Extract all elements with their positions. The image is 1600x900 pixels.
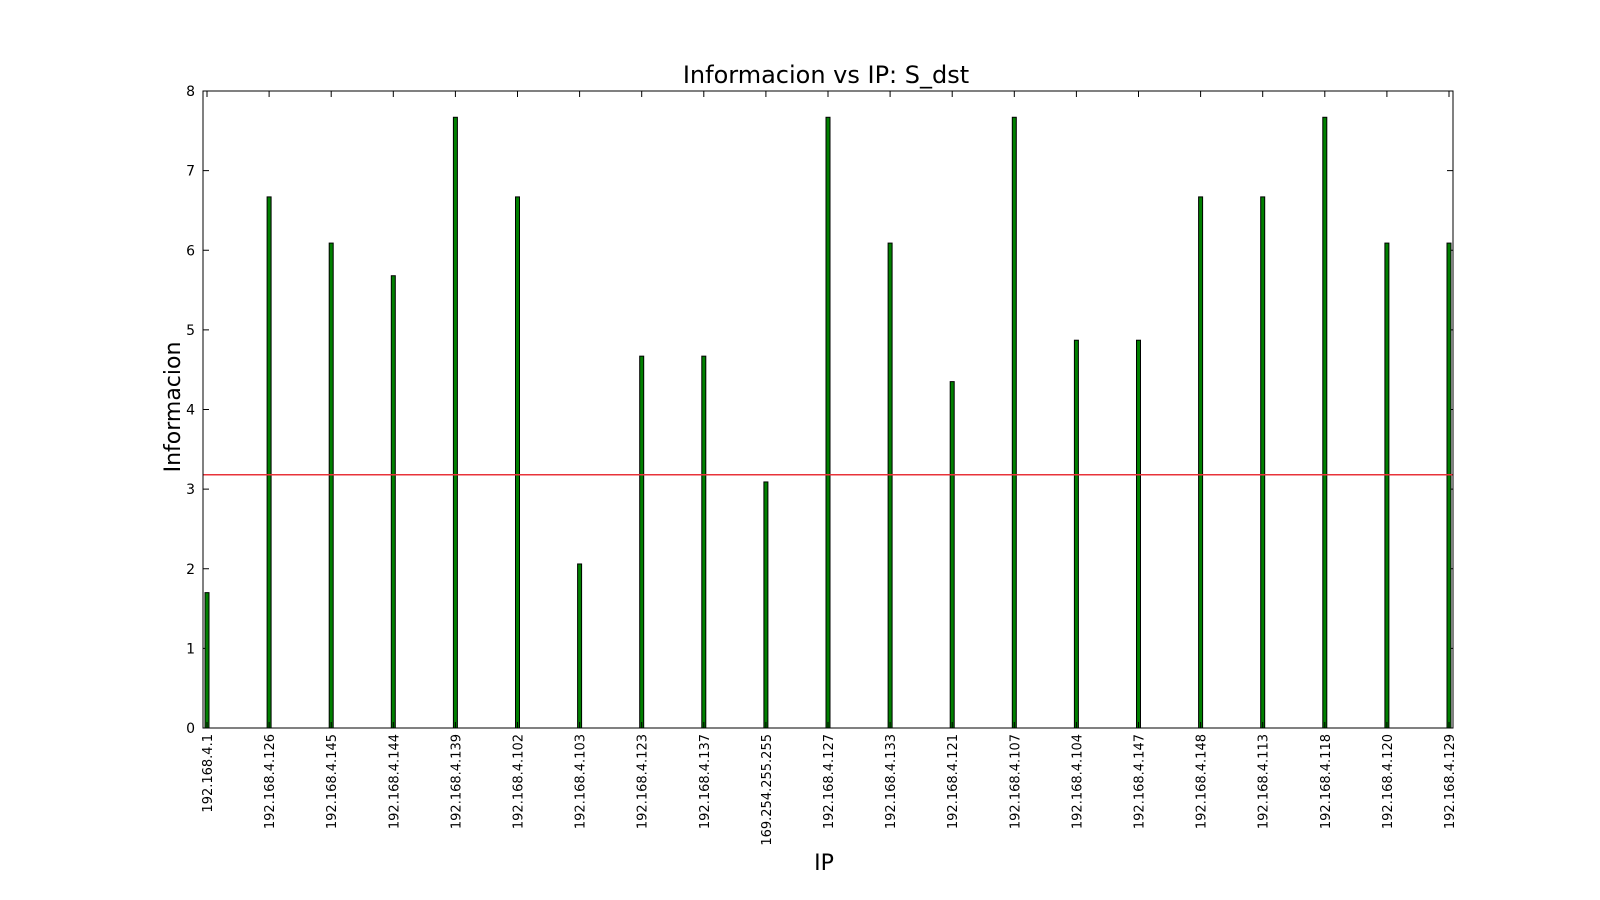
y-tick-label: 8: [186, 84, 195, 100]
x-tick-label: 192.168.4.118: [1319, 734, 1334, 829]
x-tick-label: 192.168.4.103: [574, 734, 589, 829]
y-tick-label: 5: [186, 323, 195, 339]
bar: [328, 242, 334, 729]
x-tick-label: 192.168.4.127: [822, 734, 837, 829]
y-tick-label: 6: [186, 243, 195, 259]
x-tick-label: 192.168.4.104: [1070, 734, 1085, 829]
bar: [1260, 196, 1266, 729]
bar: [1198, 196, 1204, 729]
plot-area: 0 1 2 3 4 5 6 7 8 192.168.4.1 192.168.4.126 192.168…: [186, 84, 1458, 846]
y-axis-label: Informacion: [161, 342, 186, 473]
bar: [390, 275, 396, 729]
x-tick-label: 192.168.4.1: [201, 734, 216, 813]
y-tick-label: 0: [186, 721, 195, 737]
y-tick-label: 3: [186, 482, 195, 498]
bar: [887, 242, 893, 729]
bar: [639, 355, 645, 729]
bar: [1011, 116, 1017, 729]
chart-title: Informacion vs IP: S_dst: [683, 61, 969, 89]
bar: [763, 481, 769, 729]
bar: [825, 116, 831, 729]
x-tick-label: 192.168.4.147: [1133, 734, 1148, 829]
plot-frame: [202, 90, 1454, 729]
x-tick-label: 192.168.4.133: [884, 734, 899, 829]
y-tick-label: 7: [186, 164, 195, 180]
bar: [949, 381, 955, 729]
bar: [515, 196, 520, 729]
bar: [701, 355, 707, 729]
bar: [1384, 242, 1390, 729]
x-tick-label: 192.168.4.121: [946, 734, 961, 829]
x-tick-label: 192.168.4.129: [1443, 734, 1458, 829]
bar: [452, 116, 458, 729]
bar: [204, 592, 210, 729]
x-tick-label: 192.168.4.102: [512, 734, 527, 829]
bar: [1446, 242, 1452, 729]
x-tick-label: 192.168.4.137: [698, 734, 713, 829]
bar: [1073, 339, 1079, 729]
bar: [577, 563, 583, 729]
x-tick-label: 192.168.4.148: [1195, 734, 1210, 829]
x-tick-label: 169.254.255.255: [760, 734, 775, 846]
bar: [1136, 339, 1141, 729]
bar: [1322, 116, 1328, 729]
x-tick-label: 192.168.4.123: [636, 734, 651, 829]
x-tick-label: 192.168.4.113: [1257, 734, 1272, 829]
x-tick-label: 192.168.4.126: [263, 734, 278, 829]
x-tick-label: 192.168.4.144: [387, 734, 402, 829]
y-tick-label: 1: [186, 641, 195, 657]
y-tick-label: 2: [186, 562, 195, 578]
x-axis-label: IP: [814, 851, 834, 876]
x-tick-label: 192.168.4.120: [1381, 734, 1396, 829]
bar: [266, 196, 272, 729]
x-tick-label: 192.168.4.145: [325, 734, 340, 829]
x-tick-label: 192.168.4.139: [449, 734, 464, 829]
y-tick-label: 4: [186, 403, 195, 419]
x-tick-label: 192.168.4.107: [1008, 734, 1023, 829]
